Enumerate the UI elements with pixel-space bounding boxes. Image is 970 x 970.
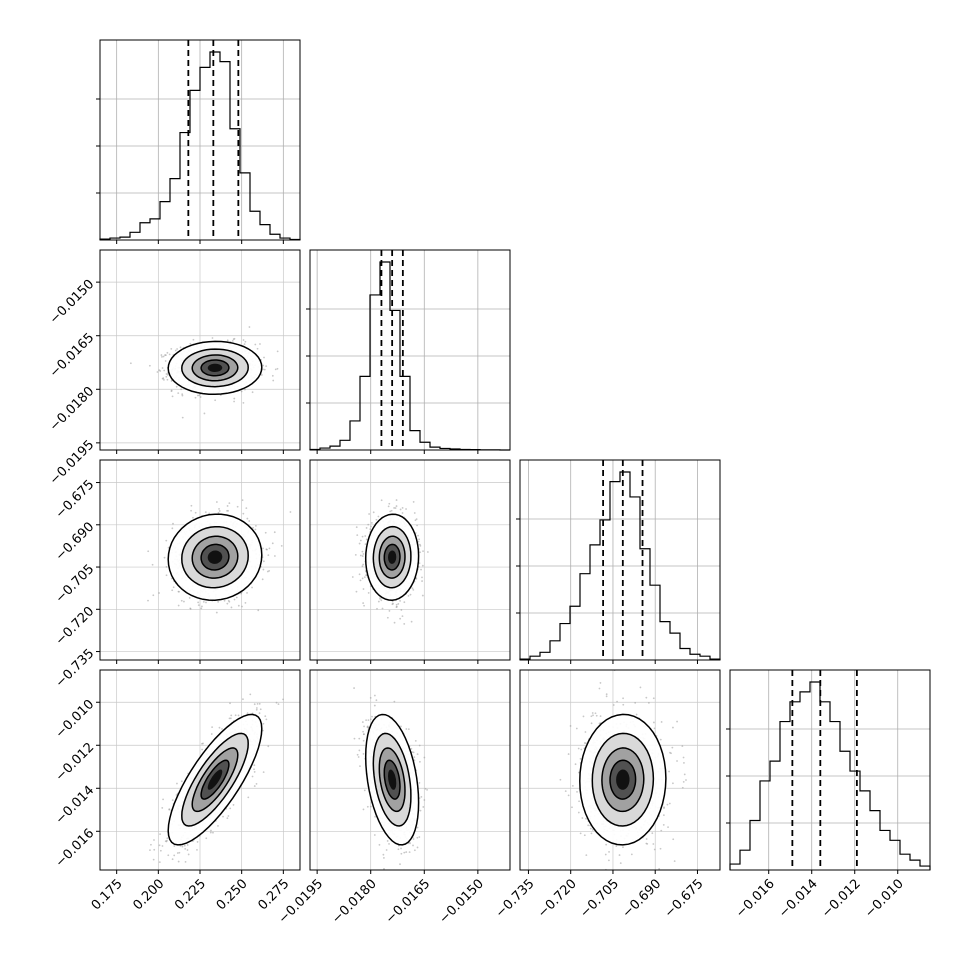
ticks-2-2 [527, 660, 698, 664]
x-tick-label: −0.720 [535, 876, 580, 921]
x-tick-label: −0.012 [819, 876, 864, 921]
contour-line-2 [191, 747, 239, 813]
contour-line-3 [200, 543, 230, 571]
ticks-1-0 [96, 281, 284, 454]
contour-line-3 [383, 543, 401, 571]
histogram-panel-2 [516, 459, 721, 661]
contour-line-0 [167, 513, 263, 601]
density-peak [207, 769, 223, 790]
x-tick-label: 0.225 [172, 876, 209, 913]
ticks-3-3 [768, 870, 899, 874]
y-tick-label: −0.0180 [47, 384, 97, 434]
contour-line-0 [167, 713, 263, 846]
x-tick-label: −0.690 [620, 876, 665, 921]
ticks-3-2 [527, 870, 698, 874]
contour-line-1 [372, 732, 412, 827]
ticks-0-0 [116, 240, 284, 244]
contour-line-1 [181, 348, 249, 388]
panel-frame [309, 669, 511, 871]
y-tick-label: −0.012 [53, 740, 98, 785]
contour-line-3 [200, 759, 230, 800]
x-tick-label: −0.014 [776, 876, 821, 921]
scatter-panel-1-0 [99, 249, 301, 451]
contour-line-0 [364, 713, 420, 846]
density-peak [388, 550, 397, 564]
x-tick-label: −0.016 [733, 876, 778, 921]
x-tick-label: −0.0180 [329, 876, 379, 926]
contour-line-2 [191, 354, 239, 382]
density-peak [388, 769, 397, 790]
panel-frame [519, 669, 721, 871]
histogram-panel-3 [726, 669, 931, 871]
scatter-panel-2-0 [99, 459, 301, 661]
x-tick-label: −0.0150 [436, 876, 486, 926]
histogram-bars-2 [519, 471, 721, 660]
panel-frame [729, 669, 931, 871]
histogram-panel-0 [96, 39, 301, 241]
contour-line-3 [609, 759, 637, 800]
ticks-3-0 [96, 701, 284, 874]
y-tick-label: −0.690 [53, 519, 98, 564]
y-tick-label: −0.0165 [47, 330, 97, 380]
x-tick-label: 0.175 [89, 876, 126, 913]
contour-line-1 [181, 525, 249, 589]
x-tick-label: −0.705 [577, 876, 622, 921]
histogram-panel-1 [306, 249, 511, 451]
x-tick-label: 0.250 [214, 876, 251, 913]
contour-line-2 [191, 535, 239, 579]
x-tick-label: −0.735 [493, 876, 538, 921]
x-tick-label: −0.675 [662, 876, 707, 921]
scatter-panel-3-1 [309, 669, 511, 871]
contour-line-3 [383, 759, 401, 800]
ticks-2-1 [316, 660, 479, 664]
contour-line-1 [591, 732, 655, 827]
ticks-2-0 [96, 482, 284, 664]
density-peak [207, 550, 223, 564]
y-tick-label: −0.735 [53, 646, 98, 691]
contour-line-2 [378, 747, 406, 813]
density-peak [616, 769, 630, 790]
y-tick-label: −0.705 [53, 562, 98, 607]
scatter-panel-3-0 [99, 669, 301, 871]
density-peak [207, 363, 223, 372]
x-tick-label: 0.200 [130, 876, 167, 913]
contour-line-0 [364, 513, 420, 601]
x-tick-label: −0.0165 [383, 876, 433, 926]
contour-line-2 [378, 535, 406, 579]
y-tick-label: −0.720 [53, 604, 98, 649]
ticks-3-1 [316, 870, 479, 874]
panel-frame [519, 459, 721, 661]
y-tick-label: −0.0150 [47, 277, 97, 327]
x-tick-label: −0.010 [862, 876, 907, 921]
scatter-panel-2-1 [309, 459, 511, 661]
panel-frame [309, 459, 511, 661]
ticks-1-1 [316, 450, 479, 454]
contour-line-3 [200, 359, 230, 377]
scatter-panel-3-2 [519, 669, 721, 871]
y-tick-label: −0.010 [53, 697, 98, 742]
y-tick-label: −0.014 [53, 783, 98, 828]
contour-line-2 [601, 747, 645, 813]
contour-line-0 [167, 340, 263, 396]
contour-line-0 [579, 713, 667, 846]
contour-line-1 [181, 732, 249, 827]
y-tick-label: −0.016 [53, 826, 98, 871]
histogram-bars-0 [99, 51, 301, 241]
contour-line-1 [372, 525, 412, 589]
histogram-bars-3 [729, 681, 931, 870]
panel-frame [309, 249, 511, 451]
